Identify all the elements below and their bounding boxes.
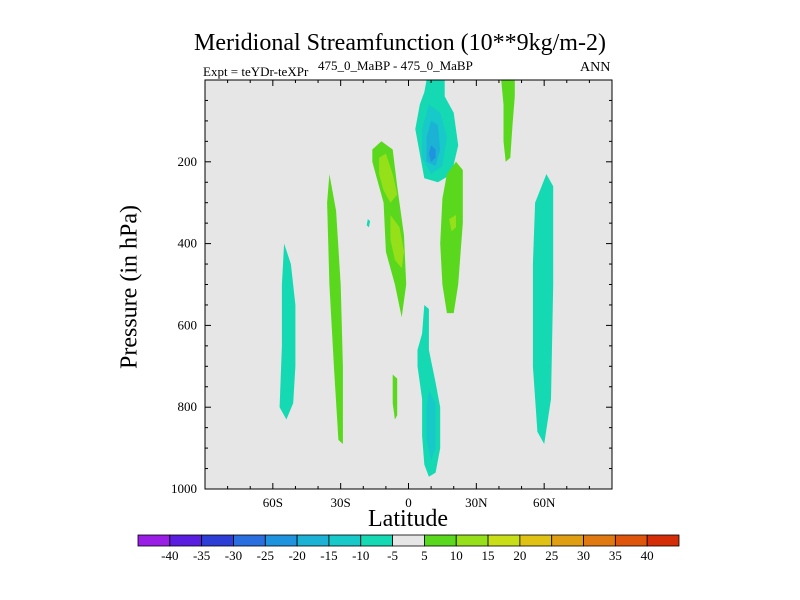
- colorbar-label: -10: [352, 548, 369, 563]
- colorbar-label: 15: [482, 548, 495, 563]
- contour-pos-cell-45N: [501, 80, 515, 162]
- colorbar-swatch: [583, 534, 616, 547]
- contour-pos-cell-30S: [327, 174, 343, 444]
- y-tick-label: 400: [178, 236, 198, 251]
- colorbar-swatch: [328, 534, 362, 547]
- x-tick-label: 30S: [331, 495, 351, 510]
- chart-title: Meridional Streamfunction (10**9kg/m-2): [194, 30, 606, 56]
- contour-pos-cell-10S-lower: [390, 215, 404, 269]
- colorbar-label: -35: [193, 548, 210, 563]
- colorbar-swatch: [487, 534, 521, 547]
- x-tick-label: 60S: [263, 495, 283, 510]
- colorbar-swatch: [614, 534, 648, 547]
- x-tick-label: 60N: [533, 495, 556, 510]
- colorbar-swatch: [551, 534, 584, 547]
- colorbar-swatch: [296, 534, 330, 547]
- colorbar-label: 5: [421, 548, 428, 563]
- experiment-label: Expt = teYDr-teXPr: [203, 64, 309, 79]
- colorbar-swatch: [264, 534, 298, 547]
- colorbar-label: 30: [577, 548, 590, 563]
- colorbar-swatch: [169, 534, 203, 547]
- colorbar-label: -30: [225, 548, 242, 563]
- x-tick-label: 0: [405, 495, 412, 510]
- colorbar-swatch: [137, 534, 171, 547]
- x-tick-label: 30N: [465, 495, 488, 510]
- colorbar-label: 35: [609, 548, 622, 563]
- colorbar-label: 40: [641, 548, 654, 563]
- period-label: 475_0_MaBP - 475_0_MaBP: [318, 58, 473, 73]
- contour-neg-cell-10N-upper-max: [428, 145, 436, 162]
- contour-pos-cell-10S-outer: [372, 141, 407, 318]
- colorbar-label: 20: [513, 548, 526, 563]
- colorbar-swatch: [201, 534, 234, 547]
- y-tick-label: 200: [178, 154, 198, 169]
- colorbar-label: 10: [450, 548, 463, 563]
- contour-neg-cell-60N: [532, 174, 554, 444]
- contour-small-pos-5S: [392, 374, 398, 420]
- colorbar-label: -40: [161, 548, 178, 563]
- colorbar-swatch: [392, 534, 425, 547]
- contour-pos-cell-20N: [440, 161, 463, 314]
- colorbar-label: -25: [257, 548, 274, 563]
- contour-neg-cell-10N-lower-core: [426, 390, 436, 461]
- colorbar-swatch: [646, 534, 680, 547]
- colorbar-label: 25: [545, 548, 558, 563]
- y-tick-label: 600: [178, 317, 198, 332]
- contour-pos-cell-20N-inner: [449, 215, 456, 232]
- colorbar-label: -15: [320, 548, 337, 563]
- colorbar-label: -20: [288, 548, 305, 563]
- x-axis-label: Latitude: [368, 506, 448, 532]
- colorbar-swatch: [455, 534, 489, 547]
- colorbar-swatch: [360, 534, 393, 547]
- season-label: ANN: [580, 60, 611, 75]
- contour-pos-cell-10S-inner: [379, 153, 398, 203]
- y-tick-label: 1000: [171, 481, 197, 496]
- y-tick-label: 800: [178, 399, 198, 414]
- colorbar-swatch: [519, 534, 553, 547]
- contour-neg-cell-55S: [279, 243, 296, 420]
- contour-small-neg-15S: [366, 219, 371, 228]
- colorbar-swatch: [424, 534, 457, 547]
- colorbar-swatch: [233, 534, 266, 547]
- colorbar-label: -5: [387, 548, 398, 563]
